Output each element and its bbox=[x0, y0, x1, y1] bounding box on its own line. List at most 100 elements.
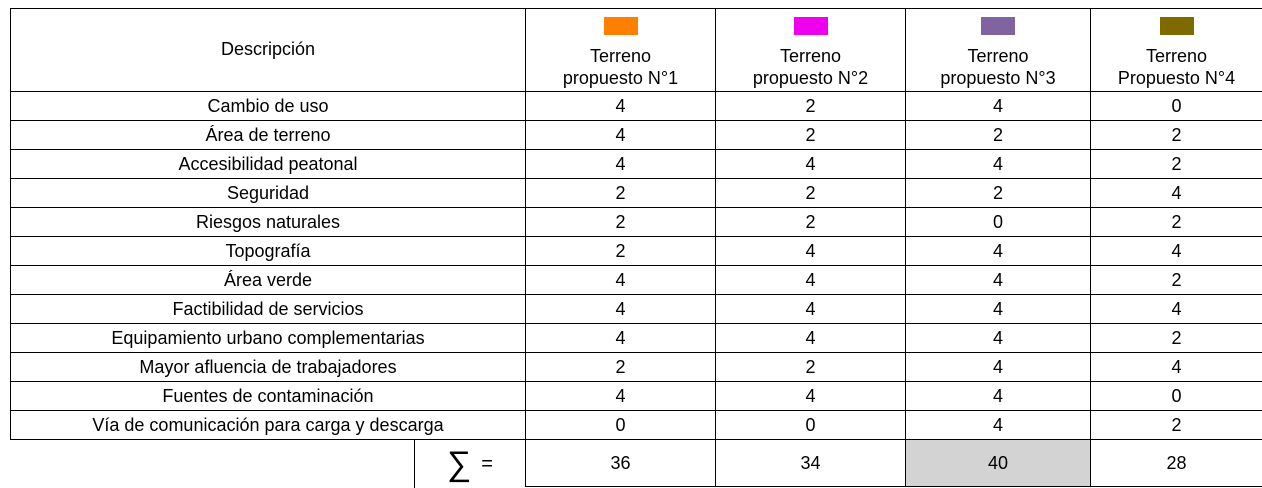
score-cell: 4 bbox=[716, 382, 906, 411]
header-line1: Terreno bbox=[526, 45, 715, 67]
score-cell: 4 bbox=[526, 295, 716, 324]
score-cell: 2 bbox=[1091, 411, 1262, 440]
color-swatch bbox=[794, 17, 828, 35]
row-label: Accesibilidad peatonal bbox=[11, 150, 526, 179]
row-label: Mayor afluencia de trabajadores bbox=[11, 353, 526, 382]
score-cell: 4 bbox=[526, 266, 716, 295]
score-cell: 2 bbox=[526, 353, 716, 382]
score-cell: 2 bbox=[1091, 121, 1262, 150]
score-cell: 4 bbox=[526, 150, 716, 179]
score-cell: 2 bbox=[526, 237, 716, 266]
score-cell: 0 bbox=[716, 411, 906, 440]
score-cell: 4 bbox=[526, 382, 716, 411]
score-cell: 0 bbox=[906, 208, 1091, 237]
score-cell: 4 bbox=[906, 411, 1091, 440]
header-line2: propuesto N°1 bbox=[526, 67, 715, 89]
row-label: Equipamiento urbano complementarias bbox=[11, 324, 526, 353]
score-cell: 4 bbox=[526, 92, 716, 121]
row-label: Vía de comunicación para carga y descarg… bbox=[11, 411, 526, 440]
score-cell: 4 bbox=[1091, 179, 1262, 208]
header-line2: propuesto N°3 bbox=[906, 67, 1090, 89]
score-cell: 0 bbox=[1091, 382, 1262, 411]
score-cell: 4 bbox=[906, 382, 1091, 411]
score-cell: 2 bbox=[1091, 208, 1262, 237]
data-row: Vía de comunicación para carga y descarg… bbox=[11, 411, 1262, 440]
score-cell: 2 bbox=[526, 208, 716, 237]
score-cell: 2 bbox=[716, 179, 906, 208]
score-cell: 2 bbox=[716, 121, 906, 150]
header-line1: Terreno bbox=[716, 45, 905, 67]
sum-label-cell: ∑= bbox=[11, 440, 526, 487]
score-cell: 0 bbox=[526, 411, 716, 440]
sum-cell: 40 bbox=[906, 440, 1091, 487]
score-cell: 4 bbox=[906, 237, 1091, 266]
score-cell: 4 bbox=[1091, 353, 1262, 382]
sum-cell: 36 bbox=[526, 440, 716, 487]
score-cell: 4 bbox=[1091, 295, 1262, 324]
score-cell: 4 bbox=[906, 324, 1091, 353]
sum-cell: 34 bbox=[716, 440, 906, 487]
score-cell: 4 bbox=[906, 150, 1091, 179]
score-cell: 4 bbox=[526, 121, 716, 150]
header-line2: Propuesto N°4 bbox=[1091, 67, 1262, 89]
score-cell: 4 bbox=[906, 266, 1091, 295]
score-cell: 2 bbox=[716, 92, 906, 121]
score-cell: 4 bbox=[906, 295, 1091, 324]
row-label: Seguridad bbox=[11, 179, 526, 208]
color-swatch bbox=[981, 17, 1015, 35]
sum-equals: = bbox=[481, 453, 493, 475]
score-cell: 4 bbox=[716, 295, 906, 324]
color-swatch bbox=[604, 17, 638, 35]
score-cell: 4 bbox=[906, 92, 1091, 121]
score-cell: 4 bbox=[716, 150, 906, 179]
score-cell: 2 bbox=[1091, 266, 1262, 295]
score-cell: 2 bbox=[716, 353, 906, 382]
row-label: Área verde bbox=[11, 266, 526, 295]
sum-symbol: ∑ bbox=[447, 453, 471, 475]
header-description: Descripción bbox=[11, 9, 526, 92]
row-label: Factibilidad de servicios bbox=[11, 295, 526, 324]
header-line1: Terreno bbox=[1091, 45, 1262, 67]
sum-box: ∑= bbox=[414, 440, 525, 488]
score-cell: 4 bbox=[906, 353, 1091, 382]
score-cell: 4 bbox=[526, 324, 716, 353]
score-cell: 4 bbox=[716, 324, 906, 353]
score-cell: 2 bbox=[906, 121, 1091, 150]
score-cell: 4 bbox=[716, 266, 906, 295]
row-label: Topografía bbox=[11, 237, 526, 266]
score-cell: 2 bbox=[716, 208, 906, 237]
color-swatch bbox=[1160, 17, 1194, 35]
row-label: Fuentes de contaminación bbox=[11, 382, 526, 411]
score-cell: 2 bbox=[906, 179, 1091, 208]
header-line1: Terreno bbox=[906, 45, 1090, 67]
score-cell: 2 bbox=[1091, 150, 1262, 179]
row-label: Área de terreno bbox=[11, 121, 526, 150]
score-cell: 2 bbox=[1091, 324, 1262, 353]
sum-cell: 28 bbox=[1091, 440, 1262, 487]
row-label: Cambio de uso bbox=[11, 92, 526, 121]
header-line2: propuesto N°2 bbox=[716, 67, 905, 89]
row-label: Riesgos naturales bbox=[11, 208, 526, 237]
score-cell: 2 bbox=[526, 179, 716, 208]
score-cell: 4 bbox=[716, 237, 906, 266]
